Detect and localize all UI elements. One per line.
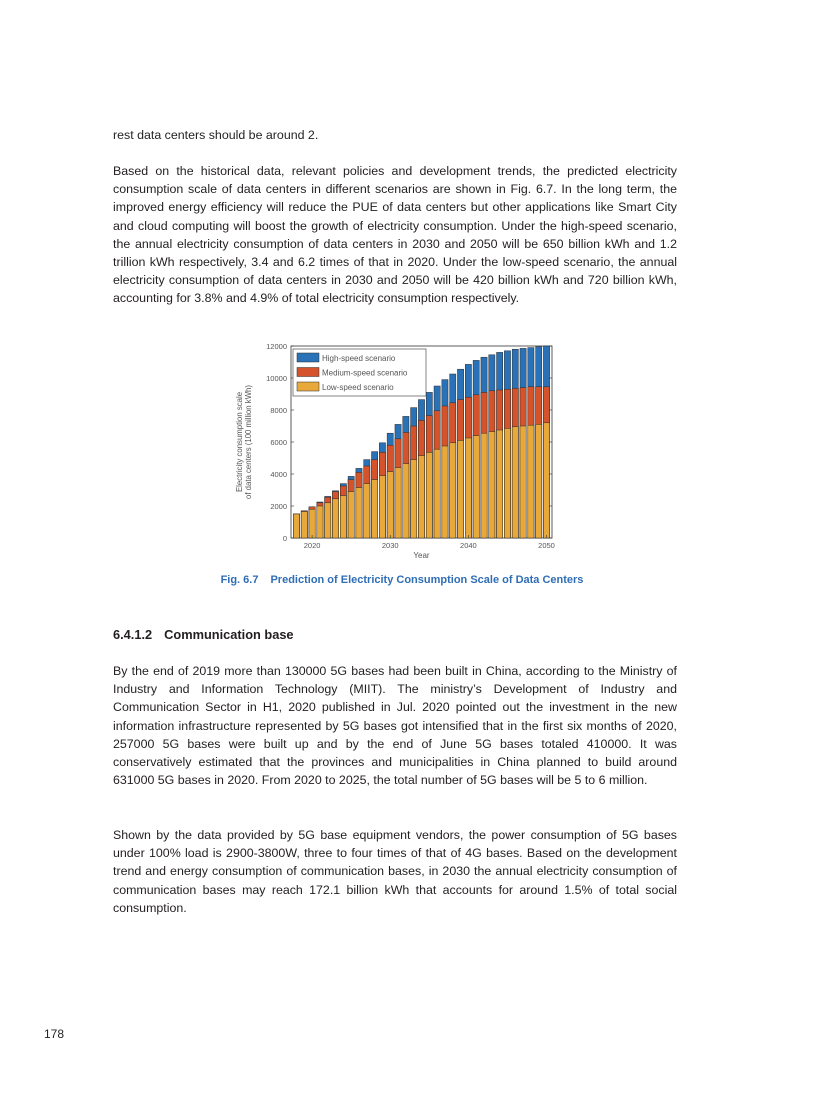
x-tick-label: 2050 — [538, 541, 555, 550]
bar-low-speed-2028 — [371, 479, 378, 539]
bar-low-speed-2035 — [425, 452, 433, 539]
bar-low-speed-2041 — [472, 435, 480, 539]
legend-swatch — [296, 352, 320, 363]
paragraph: rest data centers should be around 2. — [113, 128, 319, 142]
bar-low-speed-2023 — [332, 498, 339, 539]
bar-low-speed-2050 — [543, 422, 550, 539]
bar-low-speed-2049 — [535, 424, 543, 539]
bar-low-speed-2030 — [386, 471, 394, 539]
paragraph: Based on the historical data, relevant p… — [113, 164, 677, 306]
section-heading: 6.4.1.2 Communication base — [113, 627, 306, 642]
bar-low-speed-2024 — [340, 495, 347, 539]
y-tick-label: 10000 — [266, 374, 287, 383]
section-title: Communication base — [164, 627, 294, 642]
bar-low-speed-2046 — [511, 426, 519, 539]
bar-low-speed-2037 — [441, 445, 449, 539]
bar-low-speed-2039 — [457, 440, 464, 539]
y-tick-label: 2000 — [270, 502, 287, 511]
bar-low-speed-2022 — [324, 502, 332, 539]
bar-low-speed-2032 — [402, 463, 410, 539]
section-number: 6.4.1.2 — [113, 627, 153, 642]
legend-label: Medium-speed scenario — [322, 369, 408, 378]
bar-low-speed-2040 — [465, 437, 472, 539]
bar-low-speed-2038 — [449, 442, 457, 539]
legend-label: High-speed scenario — [322, 354, 396, 363]
bar-low-speed-2021 — [316, 505, 324, 539]
x-tick-label: 2020 — [304, 541, 321, 550]
bar-low-speed-2044 — [496, 429, 503, 539]
legend-swatch — [296, 381, 320, 392]
paragraph: Shown by the data provided by 5G base eq… — [113, 828, 677, 915]
y-tick-label: 6000 — [270, 438, 287, 447]
figure-number: Fig. 6.7 — [220, 574, 259, 586]
bar-low-speed-2034 — [418, 455, 425, 539]
figure-caption: Fig. 6.7 Prediction of Electricity Consum… — [0, 574, 816, 586]
paragraph: By the end of 2019 more than 130000 5G b… — [113, 664, 677, 788]
y-axis-label: of data centers (100 million kWh) — [244, 385, 253, 499]
y-tick-label: 12000 — [266, 342, 287, 351]
figure-caption-text: Prediction of Electricity Consumption Sc… — [270, 574, 584, 586]
bar-low-speed-2027 — [363, 483, 371, 539]
bar-low-speed-2031 — [394, 467, 402, 539]
bar-low-speed-2045 — [504, 428, 511, 539]
bar-low-speed-2019 — [300, 511, 308, 539]
x-tick-label: 2040 — [460, 541, 477, 550]
y-tick-label: 0 — [283, 534, 287, 543]
legend-swatch — [296, 367, 320, 377]
bar-low-speed-2036 — [433, 448, 441, 539]
page-number: 178 — [44, 1027, 65, 1041]
y-axis-label: Electricity consumption scale — [235, 392, 244, 492]
bar-low-speed-2025 — [347, 491, 355, 539]
bar-low-speed-2018 — [293, 513, 300, 539]
bar-low-speed-2029 — [379, 475, 386, 539]
bar-low-speed-2047 — [519, 425, 527, 539]
y-tick-label: 8000 — [270, 406, 287, 415]
bar-low-speed-2048 — [527, 424, 535, 539]
x-tick-label: 2030 — [382, 541, 399, 550]
x-axis-label: Year — [413, 551, 430, 560]
bar-low-speed-2042 — [480, 432, 488, 539]
bar-low-speed-2026 — [355, 487, 363, 539]
bar-low-speed-2033 — [410, 459, 418, 539]
bar-low-speed-2043 — [488, 431, 496, 539]
bar-low-speed-2020 — [308, 508, 316, 539]
legend-label: Low-speed scenario — [322, 383, 394, 392]
y-tick-label: 4000 — [270, 470, 287, 479]
chart: 0 2000 4000 6000 8000 10000 12000 2020 2030 2040 2… — [235, 342, 555, 560]
